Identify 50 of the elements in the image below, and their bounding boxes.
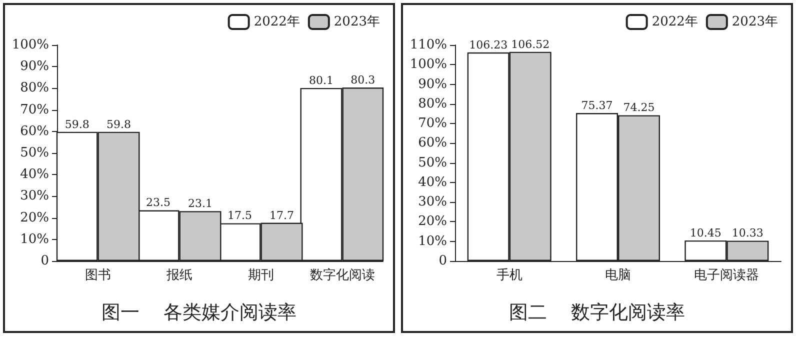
y-tick-label: 80% [418, 96, 447, 112]
x-tick-label: 报纸 [165, 268, 192, 283]
y-tick-label: 0 [438, 254, 447, 268]
x-tick-label: 图书 [84, 268, 111, 283]
data-label: 10.33 [732, 226, 764, 240]
y-tick-label: 40% [418, 174, 447, 190]
data-label: 59.8 [106, 118, 131, 131]
data-label: 17.7 [270, 208, 294, 222]
data-label: 80.1 [309, 74, 334, 87]
data-label: 23.1 [188, 197, 212, 210]
y-tick-label: 60% [418, 136, 447, 151]
y-tick-label: 110% [410, 38, 447, 52]
data-label: 10.45 [690, 226, 722, 240]
y-tick-label: 70% [20, 102, 49, 118]
x-tick-label: 手机 [496, 268, 522, 283]
data-label: 23.5 [146, 196, 170, 210]
y-tick-label: 40% [20, 167, 49, 182]
text: 图二 数字化阅读率 [508, 302, 686, 324]
legend-label: 2023年 [334, 14, 380, 30]
data-label: 17.5 [228, 209, 252, 222]
y-tick-label: 50% [418, 155, 447, 170]
y-tick-label: 10% [20, 232, 49, 247]
legend-label: 2023年 [732, 14, 778, 30]
x-tick-label: 期刊 [248, 268, 274, 283]
legend-label: 2022年 [652, 14, 698, 30]
legend-label: 2022年 [254, 14, 300, 30]
data-label: 59.8 [64, 118, 90, 131]
data-label: 106.23 [469, 38, 508, 52]
y-tick-label: 30% [20, 188, 49, 204]
data-label: 75.37 [581, 99, 613, 112]
data-label: 106.52 [511, 38, 550, 51]
x-tick-label: 数字化阅读 [310, 267, 375, 283]
y-tick-label: 70% [418, 116, 447, 132]
data-label: 74.25 [623, 101, 655, 114]
y-tick-label: 0 [40, 254, 49, 268]
y-tick-label: 80% [20, 80, 49, 96]
y-tick-label: 30% [418, 194, 447, 210]
x-tick-label: 电子阅读器 [694, 268, 760, 283]
y-tick-label: 20% [418, 214, 447, 230]
y-tick-label: 100% [410, 57, 447, 72]
text: 图一 各类媒介阅读率 [101, 302, 297, 324]
y-tick-label: 90% [418, 76, 447, 92]
y-tick-label: 10% [418, 234, 447, 249]
x-tick-label: 电脑 [605, 268, 631, 283]
y-tick-label: 90% [20, 59, 49, 74]
y-tick-label: 60% [20, 124, 49, 139]
y-tick-label: 20% [20, 210, 49, 226]
data-label: 80.3 [350, 74, 376, 87]
y-tick-label: 100% [12, 38, 49, 52]
y-tick-label: 50% [20, 146, 49, 160]
